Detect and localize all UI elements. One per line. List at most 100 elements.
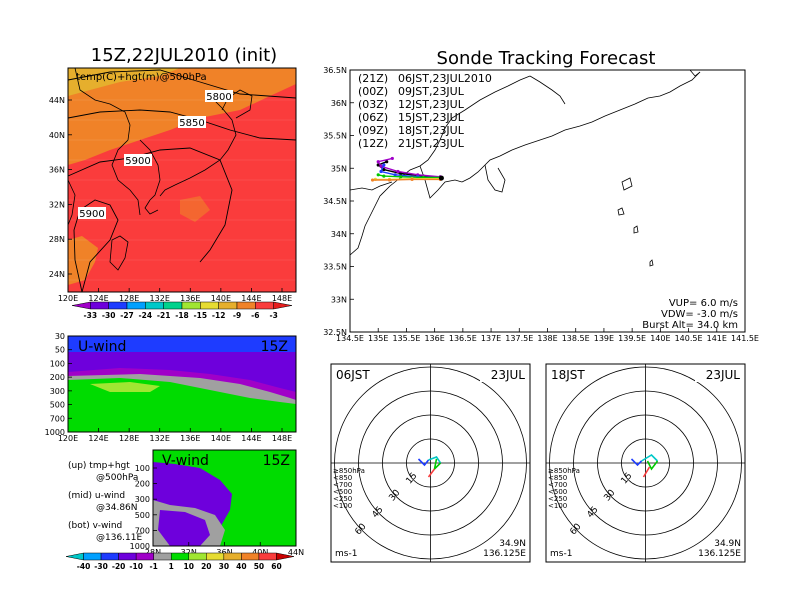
vwind-lat-tick-label: 44N: [288, 548, 304, 557]
hodograph-trace: [642, 466, 651, 478]
contour-label-5900-a: 5900: [125, 156, 150, 167]
sonde-track-point: [376, 160, 380, 164]
sonde-track-line: [372, 178, 441, 181]
sonde-param-line: VDW= -3.0 m/s: [661, 309, 738, 320]
launch-code: (21Z): [358, 72, 388, 85]
vwind-lat-tick-label: 40N: [252, 548, 268, 557]
left-lat-tick-label: 36N: [49, 166, 65, 175]
hodograph-level-label: <250: [548, 495, 567, 503]
tracking-title: Sonde Tracking Forecast: [437, 48, 656, 69]
left-title: 15Z,22JUL2010 (init): [91, 45, 277, 66]
hodograph-unit: ms-1: [550, 549, 572, 559]
track-lon-tick-label: 137E: [481, 334, 501, 343]
sonde-track-point: [379, 169, 383, 174]
uwind-lon-tick-label: 128E: [119, 434, 139, 443]
track-lat-tick-label: 33N: [331, 295, 347, 304]
hodograph-unit: ms-1: [335, 549, 357, 559]
temp-colorbar-label: -21: [157, 311, 171, 320]
tracking-lat-axis: 36.5N 36N 35.5N 35N 34.5N 34N 33.5N 33N 32.5N: [323, 66, 354, 337]
vwind-p-tick-label: 1000: [130, 542, 150, 551]
hodograph-time-bg: [549, 367, 591, 382]
left-notes: (up) tmp+hgt @500hPa (mid) u-wind @34.86N (b…: [68, 461, 142, 543]
uwind-p-tick-label: 1000: [45, 428, 65, 437]
sonde-track-point: [382, 174, 386, 178]
wind-colorbar-swatch: [170, 552, 190, 561]
hodograph-level-label: <700: [333, 481, 352, 489]
uwind-p-tick-label: 100: [50, 359, 65, 368]
launch-time: 18JST,23JUL: [398, 124, 465, 137]
track-lat-tick-label: 36.5N: [323, 66, 347, 75]
tracking-lon-axis: 134.5E 135E 135.5E 136E 136.5E 137E 137.5E 138E…: [336, 328, 759, 343]
tracking-map: [349, 69, 746, 333]
left-lat-tick-label: 32N: [49, 200, 65, 209]
wind-colorbar-label: 60: [271, 562, 281, 571]
track-lon-tick-label: 137.5E: [505, 334, 533, 343]
wind-colorbar-swatch: [135, 552, 154, 561]
launch-time: 21JST,23JUL: [398, 137, 465, 150]
contour-label-5900-b: 5900: [79, 209, 104, 220]
vwind-lat-tick-label: 28N: [145, 548, 161, 557]
wind-colorbar-swatch: [65, 552, 84, 561]
sonde-track-point: [370, 178, 375, 182]
contour-label-5800: 5800: [206, 92, 231, 103]
temp-colorbar-label: -6: [251, 311, 259, 320]
track-lat-tick-label: 35.5N: [323, 132, 347, 141]
hodograph-level-label: <250: [333, 495, 352, 503]
wind-colorbar-label: 40: [236, 562, 246, 571]
temp-colorbar-label: -9: [233, 311, 241, 320]
wind-colorbar-label: 20: [201, 562, 211, 571]
track-lon-tick-label: 136E: [424, 334, 444, 343]
track-lon-tick-label: 141.5E: [731, 334, 759, 343]
wind-colorbar-swatch: [118, 552, 137, 561]
wind-colorbar-swatch: [100, 552, 119, 561]
wind-colorbar-label: -20: [112, 562, 126, 571]
hodograph-time: 06JST: [336, 368, 370, 382]
left-lon-tick-label: 136E: [180, 294, 200, 303]
track-lat-tick-label: 33.5N: [323, 263, 347, 272]
temp-colorbar-swatch: [181, 301, 201, 310]
uwind-lon-tick-label: 120E: [58, 434, 78, 443]
hodograph-date: 23JUL: [706, 368, 741, 382]
launch-time: 12JST,23JUL: [398, 98, 465, 111]
contour-label-5850: 5850: [179, 118, 204, 129]
wind-colorbar: -40 -30 -20 -10 -1 1 10 20 30 40 50 60: [65, 552, 295, 571]
sonde-track-point: [399, 175, 403, 179]
temp-colorbar-swatch: [218, 301, 238, 310]
hodograph-date: 23JUL: [491, 368, 526, 382]
vwind-pressure-axis: 100 200 300 500 700 1000: [130, 464, 157, 551]
track-lat-tick-label: 35N: [331, 164, 347, 173]
vwind-panel: V-wind 15Z: [152, 449, 297, 547]
left-lon-tick-label: 128E: [119, 294, 139, 303]
left-lon-tick-label: 148E: [272, 294, 292, 303]
temperature-map: 5800 5850 5900 5900 temp(C)+hgt(m)@500hP…: [67, 67, 297, 293]
temp-colorbar-swatch: [273, 301, 293, 310]
sonde-track-point: [410, 177, 414, 181]
launch-time: 15JST,23JUL: [398, 111, 465, 124]
track-lat-tick-label: 32.5N: [323, 328, 347, 337]
vwind-time: 15Z: [263, 453, 290, 469]
sonde-track-point: [385, 160, 389, 164]
uwind-p-tick-label: 300: [50, 387, 65, 396]
uwind-p-tick-label: 50: [55, 346, 65, 355]
temp-colorbar-label: -12: [212, 311, 226, 320]
left-lon-tick-label: 124E: [88, 294, 108, 303]
sonde-track-point: [382, 167, 386, 172]
temp-colorbar-label: -15: [194, 311, 208, 320]
left-lon-tick-label: 144E: [241, 294, 261, 303]
hodograph-trace: [630, 458, 643, 467]
hodograph-level-label: ≥850hPa: [333, 467, 365, 475]
hodograph-trace: [427, 468, 436, 478]
left-lat-tick-label: 40N: [49, 131, 65, 140]
launch-time: 09JST,23JUL: [398, 85, 465, 98]
temp-colorbar-label: -33: [84, 311, 98, 320]
temp-colorbar-label: -3: [269, 311, 277, 320]
hodograph-trace: [417, 458, 430, 467]
track-lat-tick-label: 36N: [331, 99, 347, 108]
uwind-lon-tick-label: 132E: [150, 434, 170, 443]
temp-colorbar-label: -18: [175, 311, 189, 320]
sonde-param-line: Burst Alt= 34.0 km: [642, 320, 738, 331]
sonde-track-point: [387, 178, 392, 182]
temp-colorbar-swatch: [71, 301, 91, 310]
